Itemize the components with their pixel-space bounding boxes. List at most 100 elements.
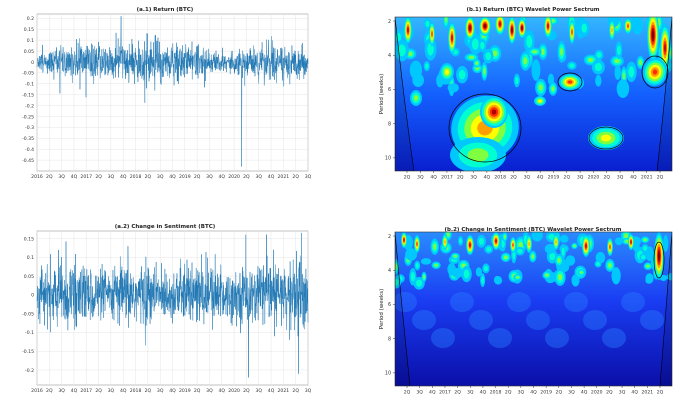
b1-small-spot-layer bbox=[425, 63, 429, 69]
b2-hot-streak-layer bbox=[512, 243, 514, 247]
b2-small-spot bbox=[571, 274, 580, 287]
b1-x-tick-label: 3Q bbox=[417, 175, 424, 181]
b1-x-tick-label: 2Q bbox=[603, 175, 610, 181]
b2-x-tick-label: 2017 bbox=[439, 390, 451, 396]
b2-small-spot bbox=[421, 271, 427, 283]
b2-hot-streak bbox=[442, 234, 448, 250]
b2-small-spot-layer bbox=[481, 276, 485, 284]
b2-small-spot bbox=[660, 274, 668, 282]
a1-y-tick-label: -0.05 bbox=[22, 71, 34, 77]
b2-small-spot-layer bbox=[405, 248, 418, 261]
b2-small-spot-layer bbox=[643, 238, 647, 242]
b2-x-tick-label: 4Q bbox=[429, 390, 436, 396]
b1-hot-streak bbox=[429, 22, 435, 46]
b2-hot-streak-layer bbox=[585, 244, 587, 248]
b2-small-spot-layer bbox=[557, 273, 563, 281]
b2-hot-streak-layer bbox=[528, 241, 530, 247]
b1-small-spot bbox=[595, 74, 602, 87]
b2-small-spot-layer bbox=[503, 255, 508, 260]
b1-small-spot-layer bbox=[483, 67, 486, 75]
b2-small-spot-layer bbox=[571, 274, 580, 287]
b1-small-spot-layer bbox=[396, 32, 401, 43]
b1-small-spot bbox=[442, 17, 450, 29]
b2-x-tick-label: 3Q bbox=[518, 390, 525, 396]
b2-small-spot-layer bbox=[420, 258, 432, 265]
a1-y-tick-label: 0.2 bbox=[27, 16, 34, 22]
b1-low-2018 bbox=[450, 137, 506, 171]
b1-small-spot-layer bbox=[531, 59, 541, 81]
b2-x-tick-label: 4Q bbox=[530, 390, 537, 396]
b1-hot-streak-layer bbox=[521, 26, 523, 30]
a1-x-tick-label: 2020 bbox=[228, 174, 240, 180]
b1-blob-2021-layer bbox=[652, 69, 658, 75]
b1-hot-streak bbox=[479, 17, 491, 36]
b1-y-tick-label: 2 bbox=[388, 19, 391, 25]
b1-hot-streak-layer bbox=[611, 27, 613, 33]
b1-significance-contour bbox=[641, 55, 669, 89]
b1-small-spot-layer bbox=[547, 73, 555, 86]
a1-x-tick-label: 2Q bbox=[194, 174, 201, 180]
b1-small-spot bbox=[473, 58, 481, 68]
b1-small-spot bbox=[636, 55, 645, 70]
b1-hot-streak-layer bbox=[547, 24, 549, 28]
b2-hot-streak bbox=[510, 237, 516, 253]
b2-x-tick-label: 3Q bbox=[619, 390, 626, 396]
b1-x-tick-label: 2019 bbox=[548, 175, 560, 181]
a2-x-tick-label: 4Q bbox=[268, 388, 275, 394]
b2-small-spot-layer bbox=[531, 232, 543, 242]
b1-hot-streak bbox=[660, 24, 670, 72]
b2-small-spot bbox=[643, 262, 653, 270]
b2-small-spot bbox=[666, 273, 672, 281]
b1-small-spot-layer bbox=[569, 63, 575, 68]
b1-small-spot-layer bbox=[526, 35, 533, 48]
b2-small-spot bbox=[531, 232, 543, 242]
b1-small-spot-layer bbox=[596, 52, 602, 58]
b1-small-spot bbox=[567, 61, 577, 70]
b1-hot-streak-layer bbox=[407, 27, 409, 33]
b1-small-spot bbox=[409, 60, 423, 80]
b1-significance-contour bbox=[588, 126, 624, 150]
a1-y-tick-label: -0.45 bbox=[22, 158, 34, 164]
b1-small-spot-layer bbox=[485, 52, 492, 61]
b1-small-spot bbox=[614, 64, 621, 80]
b1-blob-2019-layer bbox=[567, 80, 573, 84]
b1-hot-streak bbox=[404, 17, 412, 44]
b1-small-spot bbox=[538, 43, 548, 60]
b1-x-tick-label: 2Q bbox=[457, 175, 464, 181]
panel-b1-frame bbox=[394, 16, 673, 172]
panel-b2: (b.2) Change in Sentiment (BTC) Wavelet … bbox=[379, 227, 673, 396]
a2-x-tick-label: 3Q bbox=[58, 388, 65, 394]
b2-small-spot-layer bbox=[494, 276, 503, 285]
b1-blob-mid-left bbox=[410, 90, 422, 106]
b1-x-tick-label: 2Q bbox=[564, 175, 571, 181]
b2-low-band bbox=[564, 292, 588, 312]
b2-small-spot-layer bbox=[624, 233, 628, 239]
b2-small-spot bbox=[414, 260, 421, 271]
b1-small-spot bbox=[548, 81, 558, 96]
b1-small-spot bbox=[447, 83, 459, 93]
a1-x-tick-label: 3Q bbox=[206, 174, 213, 180]
b1-small-spot-layer bbox=[541, 48, 545, 55]
b1-x-tick-label: 4Q bbox=[630, 175, 637, 181]
b1-hot-streak-layer bbox=[499, 22, 501, 26]
b1-small-spot-layer bbox=[560, 47, 564, 56]
b2-low-band bbox=[526, 310, 550, 330]
b1-hot-streak bbox=[518, 18, 526, 38]
b1-low-2019 bbox=[588, 126, 624, 150]
b2-small-spot-layer bbox=[503, 234, 506, 239]
panel-a2-y-ticks: 0.15 0.1 0.05 0 -0.05 -0.1 -0.15 -0.2 bbox=[22, 236, 34, 373]
b2-x-tick-label: 2020 bbox=[591, 390, 603, 396]
b2-hot-streak-layer bbox=[495, 239, 497, 243]
b1-significance-contour bbox=[448, 93, 522, 163]
panel-b2-heatmap bbox=[395, 232, 672, 386]
b1-blob-2020 bbox=[534, 96, 546, 106]
b1-x-tick-label: 2Q bbox=[657, 175, 664, 181]
b2-small-spot-layer bbox=[415, 262, 419, 269]
a1-x-tick-label: 2018 bbox=[130, 174, 142, 180]
b2-small-spot-layer bbox=[611, 267, 621, 285]
b2-x-tick-label: 4Q bbox=[631, 390, 638, 396]
b2-small-spot bbox=[430, 238, 439, 255]
b2-significance-contour bbox=[653, 241, 665, 279]
b1-small-spot-layer bbox=[409, 60, 423, 80]
b1-small-spot-layer bbox=[444, 17, 448, 23]
